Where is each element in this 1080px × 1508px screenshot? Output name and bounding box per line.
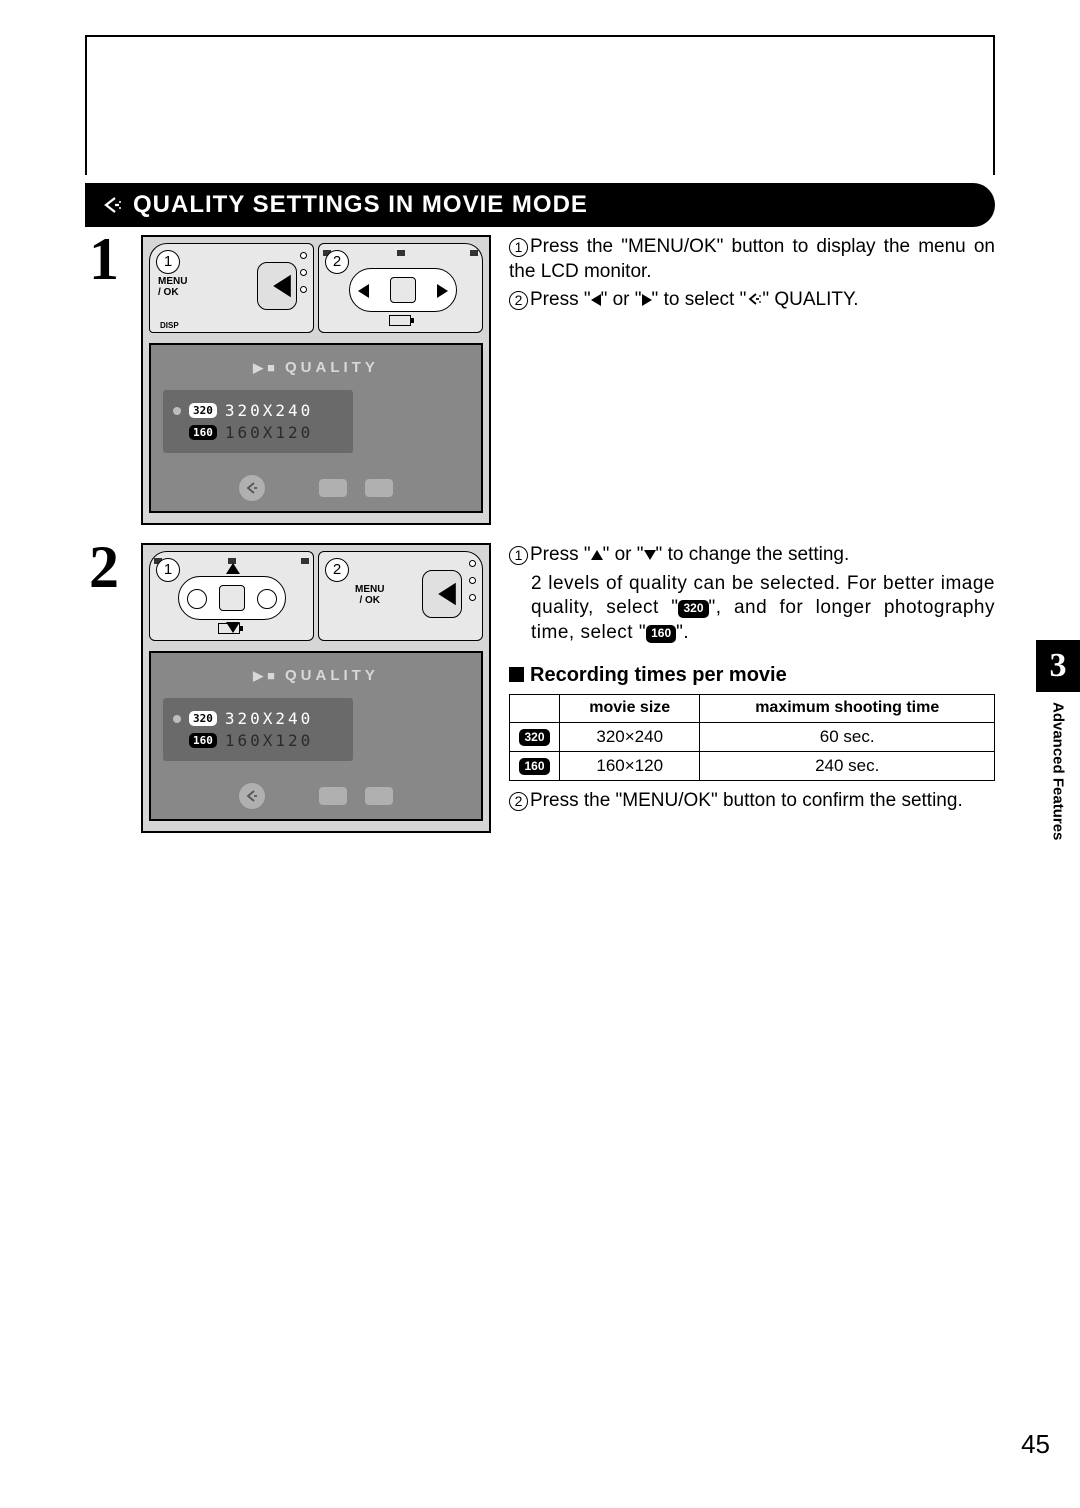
step-2-text: 1Press "" or "" to change the setting. 2… [509,543,995,833]
lcd-back-icon [239,475,265,501]
callout-2-icon: 2 [325,250,349,274]
callout-1b-icon: 1 [156,558,180,582]
callout-1-icon: 1 [156,250,180,274]
table-row: 160 160×120 240 sec. [510,751,995,780]
recording-times-heading: Recording times per movie [509,662,995,688]
chapter-label: Advanced Features [1050,702,1067,840]
badge-160-icon: 160 [646,625,676,643]
chapter-number: 3 [1036,640,1080,692]
lcd-camera-icon [319,479,347,497]
chapter-side-tab: 3 Advanced Features [1036,640,1080,880]
lcd-row-320b: 320 320X240 [173,709,343,728]
quality-menu-icon [746,291,762,307]
badge-320-icon: 320 [678,600,708,618]
lcd-title-1: QUALITY [285,359,379,376]
lcd-row-160b: 160 160X120 [173,731,343,750]
step-1-number: 1 [85,235,123,525]
table-header-size: movie size [560,694,700,722]
table-row: 320 320×240 60 sec. [510,722,995,751]
lcd-camera-icon-2 [319,787,347,805]
step-2-illustration: 1 2 MENU / OK [141,543,491,833]
down-arrow-icon [644,550,656,560]
table-header-time: maximum shooting time [700,694,995,722]
step-1-text: 1Press the "MENU/OK" button to display t… [509,235,995,525]
back-arrow-icon [101,194,123,216]
left-arrow-icon [591,294,601,306]
section-banner: QUALITY SETTINGS IN MOVIE MODE [85,183,995,227]
page-number: 45 [1021,1429,1050,1460]
step-1-row: 1 1 MENU / OK DISP [85,235,995,525]
recording-times-table: movie size maximum shooting time 320 320… [509,694,995,781]
lcd-title-2: QUALITY [285,667,379,684]
lcd-back-icon-2 [239,783,265,809]
callout-2b-icon: 2 [325,558,349,582]
table-header-blank [510,694,560,722]
disp-label: DISP [160,321,179,330]
step-2-number: 2 [85,543,123,833]
menu-ok-label-2: MENU / OK [355,584,384,606]
top-empty-frame [85,35,995,175]
lcd-row-160: 160 160X120 [173,423,343,442]
section-title: QUALITY SETTINGS IN MOVIE MODE [133,191,588,219]
menu-ok-label: MENU / OK [158,276,187,298]
lcd-screen-1: ▶■QUALITY 320 320X240 160 160X120 [149,343,483,513]
step-2-row: 2 1 [85,543,995,833]
up-arrow-icon [591,550,603,560]
right-arrow-icon [642,294,652,306]
lcd-set-icon [365,479,393,497]
lcd-screen-2: ▶■QUALITY 320 320X240 160 160X120 [149,651,483,821]
lcd-set-icon-2 [365,787,393,805]
lcd-row-320: 320 320X240 [173,401,343,420]
step-1-illustration: 1 MENU / OK DISP 2 [141,235,491,525]
